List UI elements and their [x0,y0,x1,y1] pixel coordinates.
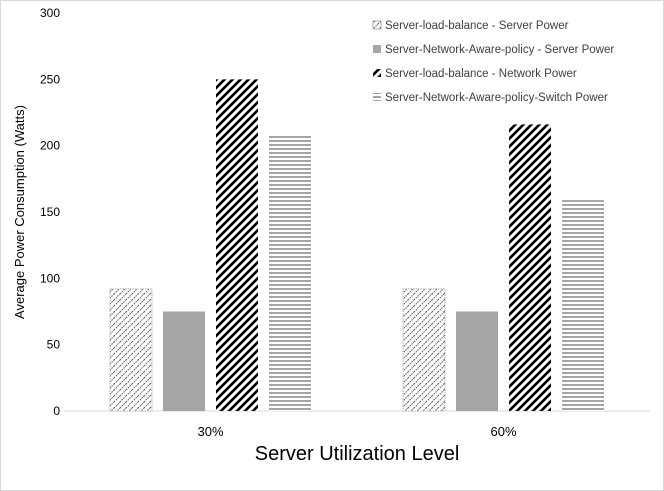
bar [269,135,311,411]
y-tick-label: 100 [40,271,60,285]
legend-swatch [373,69,381,77]
y-tick-label: 200 [40,139,60,153]
y-tick-label: 50 [47,338,61,352]
y-axis-title: Average Power Consumption (Watts) [12,105,27,319]
bar [216,79,258,411]
bar [163,311,205,411]
legend-label: Server-load-balance - Server Power [385,20,569,32]
x-tick-label: 30% [197,424,223,439]
legend-swatch [372,20,382,30]
legend-swatch [373,93,381,101]
x-axis-categories: 30% 60% [197,424,516,439]
bar [109,288,153,412]
bars-group [109,79,604,412]
x-tick-label: 60% [490,424,516,439]
y-tick-label: 0 [53,404,60,418]
y-axis: 0 50 100 150 200 250 300 [40,6,60,418]
legend-label: Server-load-balance - Network Power [385,68,577,80]
bar [509,124,551,411]
legend: Server-load-balance - Server Power Server… [372,20,614,104]
y-tick-label: 150 [40,205,60,219]
bar [402,288,446,412]
y-tick-label: 250 [40,72,60,86]
bar [456,311,498,411]
x-axis-title: Server Utilization Level [255,443,460,465]
bar [562,200,604,411]
legend-label: Server-Network-Aware-policy-Switch Power [385,92,608,104]
legend-label: Server-Network-Aware-policy - Server Pow… [385,44,614,56]
y-tick-label: 300 [40,6,60,20]
legend-swatch [373,45,381,53]
